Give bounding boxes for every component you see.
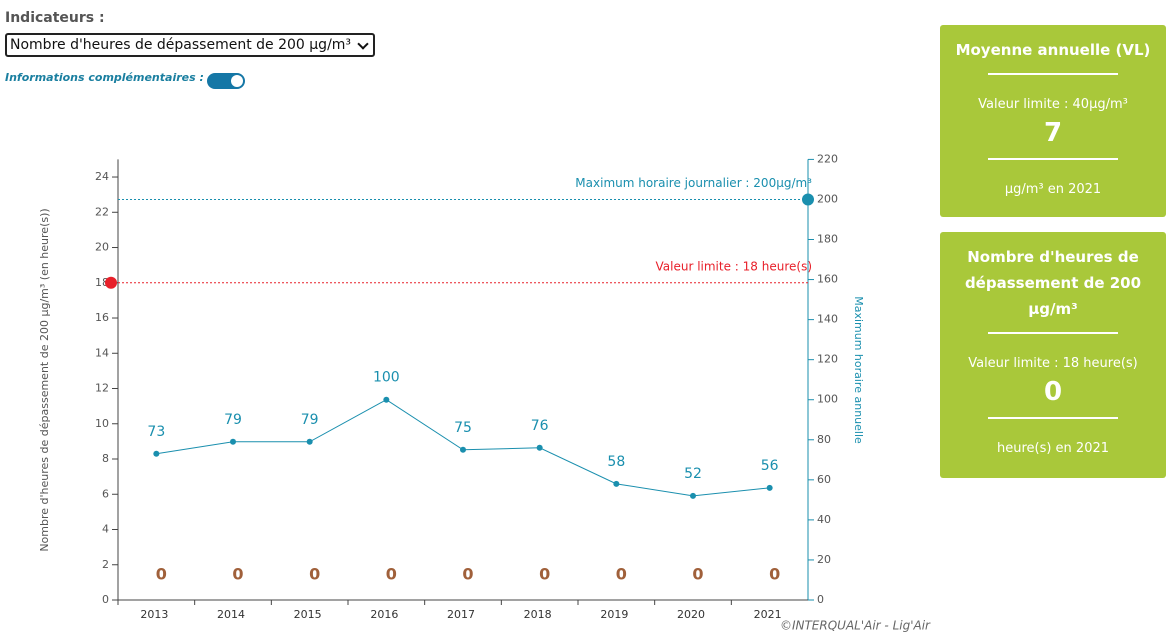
y-tick-label: 6	[102, 487, 109, 500]
y2-tick-label: 100	[817, 393, 838, 406]
point-value-label: 100	[373, 370, 400, 386]
point-value-label: 73	[147, 424, 165, 440]
x-tick-label: 2019	[600, 608, 628, 621]
toggle-label: Informations complémentaires :	[5, 71, 204, 84]
y2-tick-label: 20	[817, 553, 831, 566]
y2-axis-label: Maximum horaire annuelle	[852, 296, 865, 444]
x-tick-label: 2015	[294, 608, 322, 621]
indicator-select[interactable]: Nombre d'heures de dépassement de 200 µg…	[5, 33, 376, 57]
y2-tick-label: 120	[817, 353, 838, 366]
toggle[interactable]	[207, 73, 245, 89]
y2-tick-label: 80	[817, 433, 831, 446]
y-tick-label: 24	[95, 170, 109, 183]
card-unit: µg/m³ en 2021	[1004, 182, 1102, 197]
card-title: Moyenne annuelle (VL)	[955, 41, 1151, 59]
bar-value-label: 0	[156, 565, 167, 584]
divider	[988, 417, 1118, 419]
x-tick-label: 2013	[140, 608, 168, 621]
point	[153, 450, 160, 457]
x-tick-label: 2018	[524, 608, 552, 621]
select-value: Nombre d'heures de dépassement de 200 µg…	[10, 37, 352, 53]
point-value-label: 79	[224, 412, 242, 428]
x-tick-label: 2017	[447, 608, 475, 621]
y2-tick-label: 200	[817, 192, 838, 205]
card-limit: Valeur limite : 18 heure(s)	[968, 356, 1138, 371]
point	[536, 444, 543, 451]
indicator-label: Indicateurs :	[5, 10, 105, 26]
reference-dot	[802, 193, 814, 206]
bar-value-label: 0	[539, 565, 550, 584]
bar-value-label: 0	[692, 565, 703, 584]
y2-tick-label: 160	[817, 273, 838, 286]
divider	[988, 73, 1118, 75]
bar-value-label: 0	[232, 565, 243, 584]
y-tick-label: 4	[102, 523, 109, 536]
point-value-label: 79	[301, 412, 319, 428]
bar-value-label: 0	[769, 565, 780, 584]
x-tick-label: 2014	[217, 608, 245, 621]
point	[613, 480, 620, 487]
point	[306, 438, 313, 445]
y2-tick-label: 220	[817, 152, 838, 165]
point	[690, 492, 696, 499]
y-tick-label: 0	[102, 593, 109, 606]
card-limit: Valeur limite : 40µg/m³	[978, 97, 1128, 112]
card-value: 0	[1043, 377, 1063, 407]
point	[460, 446, 466, 453]
reference-label: Maximum horaire journalier : 200µg/m³	[575, 176, 812, 190]
x-tick-label: 2016	[370, 608, 398, 621]
reference-dot	[105, 276, 117, 289]
point-value-label: 58	[607, 454, 625, 470]
y2-tick-label: 0	[817, 593, 824, 606]
y-tick-label: 18	[95, 276, 109, 289]
point	[766, 484, 773, 491]
bar-value-label: 0	[462, 565, 473, 584]
bar-value-label: 0	[309, 565, 320, 584]
point-value-label: 56	[761, 458, 779, 474]
reference-label: Valeur limite : 18 heure(s)	[656, 259, 813, 273]
y-tick-label: 22	[95, 205, 109, 218]
bar-value-label: 0	[386, 565, 397, 584]
y-axis-label: Nombre d'heures de dépassement de 200 µg…	[38, 208, 51, 551]
card-value: 7	[1043, 118, 1063, 148]
card: Moyenne annuelle (VL) Valeur limite : 40…	[940, 25, 1166, 217]
point-value-label: 76	[531, 418, 549, 434]
card-unit: heure(s) en 2021	[996, 441, 1110, 456]
divider	[988, 332, 1118, 334]
y2-tick-label: 60	[817, 473, 831, 486]
y-tick-label: 16	[95, 311, 109, 324]
credit: ©INTERQUAL'Air - Lig'Air	[780, 619, 931, 633]
x-tick-label: 2021	[754, 608, 782, 621]
point-value-label: 75	[454, 420, 472, 436]
point-value-label: 52	[684, 466, 702, 482]
y-tick-label: 2	[102, 558, 109, 571]
y2-tick-label: 40	[817, 513, 831, 526]
y-tick-label: 12	[95, 382, 109, 395]
point	[230, 438, 236, 445]
point	[383, 396, 390, 403]
y2-tick-label: 140	[817, 313, 838, 326]
divider	[988, 158, 1118, 160]
y-tick-label: 20	[95, 241, 109, 254]
y-tick-label: 8	[102, 452, 109, 465]
chart: 0246810121416182022240204060801001201401…	[38, 152, 931, 633]
card-title: Nombre d'heures de dépassement de 200 µg…	[964, 248, 1142, 318]
card: Nombre d'heures de dépassement de 200 µg…	[940, 232, 1166, 478]
y-tick-label: 14	[95, 346, 109, 359]
y-tick-label: 10	[95, 417, 109, 430]
bar-value-label: 0	[616, 565, 627, 584]
x-tick-label: 2020	[677, 608, 705, 621]
y2-tick-label: 180	[817, 233, 838, 246]
